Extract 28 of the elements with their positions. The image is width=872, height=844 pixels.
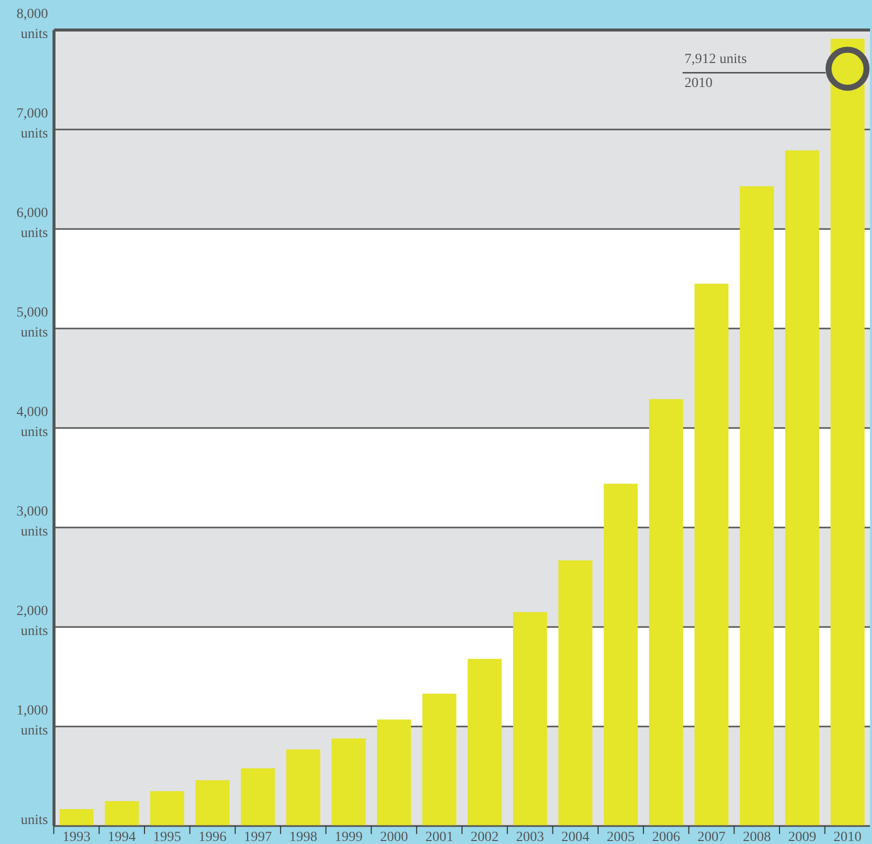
x-tick-label: 2008 xyxy=(742,830,771,844)
y-tick-label: 5,000 units xyxy=(16,306,48,340)
x-tick-label: 1998 xyxy=(289,830,318,844)
x-tick-label: 2002 xyxy=(470,830,499,844)
x-tick-label: 2003 xyxy=(516,830,544,844)
x-tick-label: 1999 xyxy=(334,830,363,844)
x-tick-label: 2001 xyxy=(425,830,454,844)
x-tick-label: 1994 xyxy=(108,830,136,844)
x-tick-label: 2007 xyxy=(697,830,726,844)
x-tick-label: 2010 xyxy=(834,830,862,844)
x-tick-label: 1995 xyxy=(153,830,182,844)
x-tick-label: 2006 xyxy=(652,830,680,844)
y-tick-label: 4,000 units xyxy=(16,405,48,440)
y-tick-label: 6,000 units xyxy=(16,206,48,241)
x-tick-label: 2009 xyxy=(788,830,816,844)
x-tick-label: 1996 xyxy=(198,830,227,844)
annotation: 7,912 units 2010 xyxy=(684,52,747,91)
y-tick-label: units xyxy=(20,813,48,828)
y-tick-label: 1,000 units xyxy=(16,704,48,738)
x-tick-label: 2000 xyxy=(380,830,408,844)
y-tick-label: 7,000 units xyxy=(16,106,48,142)
y-tick-label: 3,000 units xyxy=(16,504,48,540)
x-tick-label: 2005 xyxy=(606,830,635,844)
x-tick-label: 1993 xyxy=(62,830,90,844)
x-tick-label: 1997 xyxy=(244,830,272,844)
x-tick-label: 2004 xyxy=(561,830,590,844)
y-tick-label: 2,000 units xyxy=(16,604,48,639)
y-tick-label: 8,000 units xyxy=(16,7,48,42)
